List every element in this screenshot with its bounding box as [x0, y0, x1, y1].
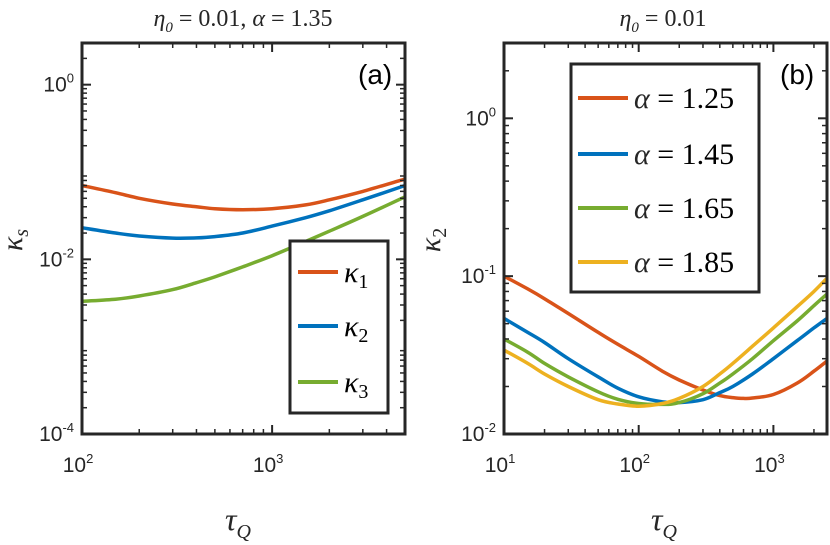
panel-b-title: η0 = 0.01 [620, 6, 707, 36]
panel-b-x-tick-label: 101 [485, 451, 516, 477]
panel-b-x-tick-label: 102 [619, 451, 650, 477]
panel-b: η0 = 0.01 101 102 103 100 10-1 10-2 (b) κ2 τQ… [414, 6, 829, 543]
legend-label-kappa1: κ1 [344, 256, 368, 293]
legend-label-kappa2: κ2 [344, 310, 368, 347]
panel-a-x-tick-label: 103 [253, 451, 284, 477]
panel-a-series [81, 177, 406, 304]
panel-b-y-tick-label: 10-1 [461, 262, 496, 288]
panel-a-series-1 [81, 177, 406, 212]
panel-a-y-tick-label: 10-2 [39, 245, 74, 271]
panel-a-series-2 [81, 183, 406, 240]
panel-a-legend: κ1 κ2 κ3 [288, 239, 390, 415]
panel-a-title: η0 = 0.01, α = 1.35 [153, 6, 332, 36]
panel-b-x-tick-label: 103 [754, 451, 785, 477]
legend-label-alpha-125: α = 1.25 [634, 82, 734, 115]
panel-b-legend-box [569, 62, 761, 294]
panel-b-axes-box [502, 41, 829, 436]
panel-a-axes-box [80, 41, 407, 436]
panel-a-y-tick-label: 10-4 [39, 420, 74, 446]
panel-b-legend: α = 1.25 α = 1.45 α = 1.65 α = 1.85 [569, 62, 761, 294]
panel-b-label: (b) [780, 59, 814, 90]
legend-label-kappa3: κ3 [344, 366, 368, 403]
legend-label-alpha-145: α = 1.45 [634, 138, 734, 171]
legend-label-alpha-165: α = 1.65 [634, 192, 734, 225]
panel-a-xlabel: τQ [225, 501, 251, 543]
legend-label-alpha-185: α = 1.85 [634, 246, 734, 279]
panel-b-y-tick-label: 100 [465, 104, 496, 130]
panel-a-y-tick-label: 100 [43, 71, 74, 97]
panel-a: η0 = 0.01, α = 1.35 102 103 100 10-2 10-4 (a… [0, 6, 407, 543]
panel-a-ticks: 102 103 100 10-2 10-4 [39, 43, 405, 477]
panel-b-ticks: 101 102 103 100 10-1 10-2 [461, 43, 827, 477]
panel-b-series-4 [503, 276, 829, 408]
panel-b-xlabel: τQ [651, 501, 677, 543]
panel-b-series-3 [503, 292, 829, 407]
panel-a-label: (a) [358, 59, 392, 90]
panel-b-ylabel: κ2 [414, 228, 451, 252]
panel-b-series-1 [503, 274, 829, 401]
panel-a-ylabel: κs [0, 229, 33, 251]
panel-b-y-tick-label: 10-2 [461, 420, 496, 446]
panel-a-x-tick-label: 102 [63, 451, 94, 477]
panel-a-series-3 [81, 195, 406, 304]
panel-b-series [503, 274, 829, 408]
panel-b-series-2 [503, 316, 829, 405]
